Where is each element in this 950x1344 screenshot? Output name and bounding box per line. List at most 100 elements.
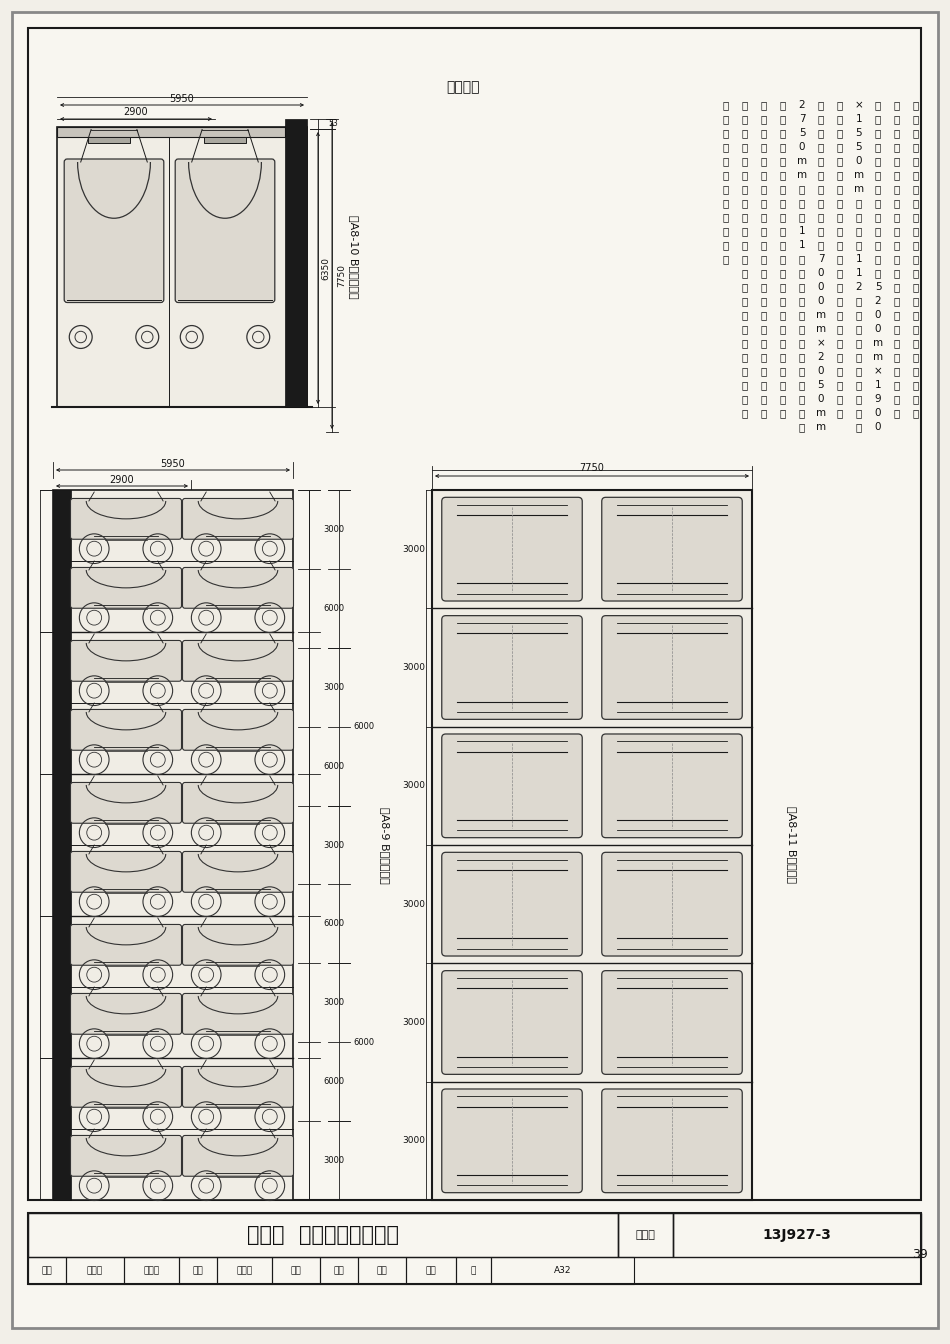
Text: 6000: 6000 (323, 1077, 344, 1086)
Text: 同: 同 (761, 226, 768, 237)
Text: m: m (816, 422, 826, 431)
Text: 横: 横 (894, 380, 901, 390)
Text: 、: 、 (761, 142, 768, 152)
Text: 加: 加 (780, 267, 787, 278)
Bar (204, 137, 246, 142)
Text: 六: 六 (894, 324, 901, 335)
Text: 破: 破 (742, 169, 749, 180)
Text: 0: 0 (875, 422, 882, 431)
Text: ，: ， (780, 128, 787, 138)
Text: ×: × (874, 366, 883, 376)
Text: 移: 移 (894, 184, 901, 194)
Text: 5: 5 (856, 142, 863, 152)
FancyBboxPatch shape (175, 159, 275, 302)
Text: m: m (797, 156, 808, 167)
Text: 明艳华: 明艳华 (87, 1266, 103, 1275)
Text: 需: 需 (780, 254, 787, 263)
Text: 械: 械 (742, 337, 749, 348)
Text: 校对: 校对 (193, 1266, 203, 1275)
FancyBboxPatch shape (70, 852, 181, 892)
FancyBboxPatch shape (601, 970, 742, 1074)
Text: 6350: 6350 (321, 257, 331, 280)
Text: 中: 中 (723, 114, 730, 124)
Text: 度: 度 (761, 254, 768, 263)
Text: 移: 移 (742, 99, 749, 110)
Text: 尺: 尺 (742, 267, 749, 278)
Text: 机: 机 (780, 142, 787, 152)
FancyBboxPatch shape (182, 499, 294, 539)
Text: 的: 的 (818, 212, 824, 222)
Text: 寸: 寸 (780, 226, 787, 237)
Text: 为: 为 (799, 310, 806, 320)
Text: 降: 降 (761, 394, 768, 405)
Text: 寸: 寸 (875, 254, 882, 263)
Text: 2900: 2900 (109, 474, 134, 485)
Text: 备: 备 (742, 142, 749, 152)
Bar (406, 1257, 456, 1284)
Text: ×: × (855, 99, 864, 110)
Text: 于: 于 (875, 128, 882, 138)
Text: 1: 1 (856, 254, 863, 263)
Text: 页: 页 (471, 1266, 476, 1275)
Text: 2: 2 (875, 296, 882, 306)
Text: 放: 放 (723, 99, 730, 110)
Text: 巴: 巴 (799, 409, 806, 418)
Text: 3000: 3000 (323, 840, 344, 849)
Text: 要: 要 (913, 184, 920, 194)
Text: 3000: 3000 (403, 1017, 426, 1027)
Text: 两: 两 (913, 394, 920, 405)
Text: 7750: 7750 (337, 263, 347, 288)
Bar (88, 137, 130, 142)
Text: 3000: 3000 (323, 683, 344, 692)
FancyBboxPatch shape (601, 1089, 742, 1192)
FancyBboxPatch shape (70, 925, 181, 965)
Text: 备: 备 (837, 198, 844, 208)
Bar (217, 1257, 272, 1284)
Text: 度: 度 (761, 128, 768, 138)
Text: ，: ， (913, 282, 920, 292)
Text: 于: 于 (837, 226, 844, 237)
Text: 的: 的 (894, 310, 901, 320)
Bar (28, 1257, 66, 1284)
Text: m: m (816, 324, 826, 335)
FancyBboxPatch shape (442, 616, 582, 719)
Text: 。: 。 (799, 296, 806, 306)
Text: 长: 长 (780, 282, 787, 292)
Text: 3000: 3000 (403, 544, 426, 554)
FancyBboxPatch shape (442, 970, 582, 1074)
Text: 种: 种 (894, 254, 901, 263)
Text: 的: 的 (913, 156, 920, 167)
Bar (179, 1257, 217, 1284)
Text: 的: 的 (856, 422, 863, 431)
Text: 加: 加 (780, 296, 787, 306)
FancyBboxPatch shape (601, 852, 742, 956)
FancyBboxPatch shape (601, 734, 742, 837)
Text: 设: 设 (894, 409, 901, 418)
Bar (491, 1257, 634, 1284)
Text: 停: 停 (742, 352, 749, 362)
FancyBboxPatch shape (442, 852, 582, 956)
Text: 3000: 3000 (403, 899, 426, 909)
Text: 用: 用 (913, 380, 920, 390)
Text: 设: 设 (837, 184, 844, 194)
Text: 图A8-10 B区侧立面图: 图A8-10 B区侧立面图 (349, 215, 359, 298)
Text: 另: 另 (856, 324, 863, 335)
Text: 提: 提 (723, 184, 730, 194)
Text: 层: 层 (837, 99, 844, 110)
Text: 6000: 6000 (323, 603, 344, 613)
Text: 足: 足 (837, 366, 844, 376)
Text: 辆: 辆 (856, 296, 863, 306)
Text: 横: 横 (837, 142, 844, 152)
Text: 车: 车 (818, 184, 824, 194)
Text: 一: 一 (856, 337, 863, 348)
Text: 车: 车 (875, 184, 882, 194)
FancyBboxPatch shape (442, 734, 582, 837)
Text: 降: 降 (837, 128, 844, 138)
Text: 0: 0 (818, 394, 825, 405)
Text: 为: 为 (875, 267, 882, 278)
Text: 这: 这 (761, 324, 768, 335)
Text: 图集号: 图集号 (636, 1230, 656, 1241)
Bar (320, 1257, 358, 1284)
Text: 6000: 6000 (353, 1038, 374, 1047)
Text: m: m (873, 352, 884, 362)
